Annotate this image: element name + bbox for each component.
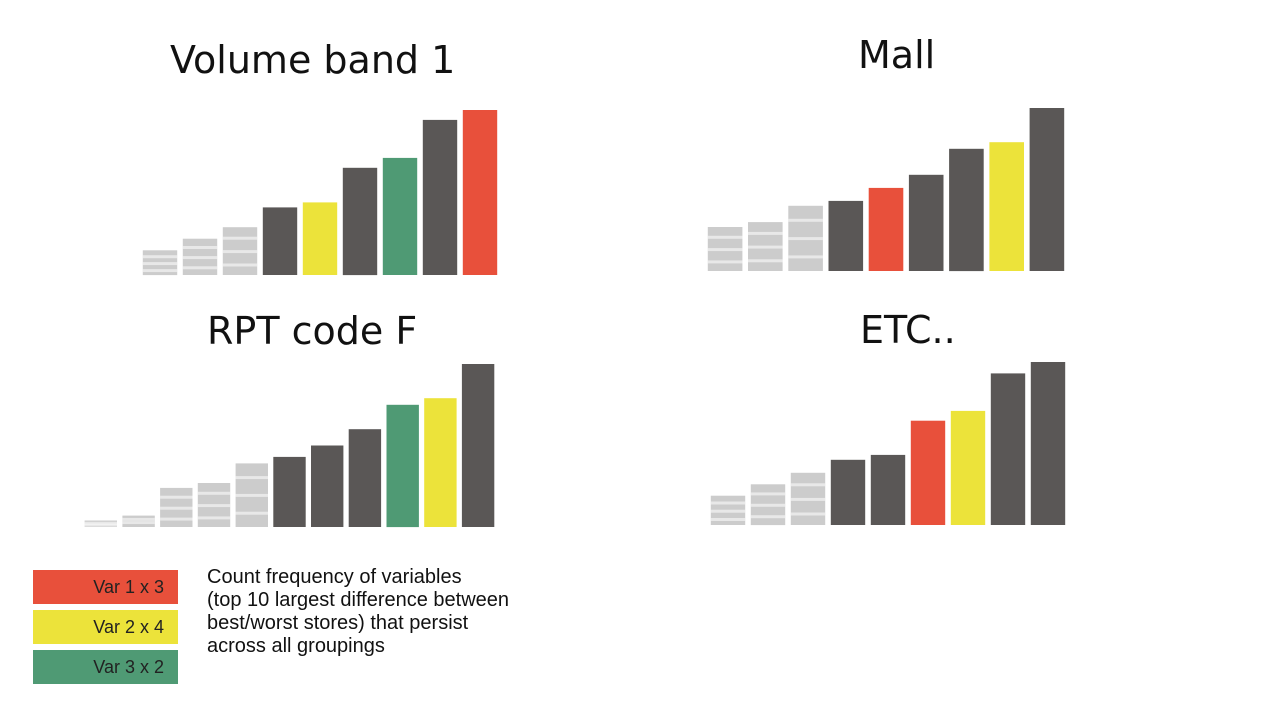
dark-bar: [870, 454, 906, 525]
faded-bar-stripe: [222, 263, 258, 267]
faded-bar-stripe: [788, 255, 823, 259]
dark-bar: [908, 174, 944, 271]
dark-bar: [828, 200, 864, 271]
faded-bar-stripe: [197, 516, 231, 520]
faded-bar-stripe: [182, 246, 218, 249]
faded-bar-stripe: [222, 250, 258, 254]
red-bar: [462, 110, 498, 275]
dark-bar: [990, 373, 1026, 525]
faded-bar-stripe: [222, 236, 258, 240]
dark-bar: [262, 207, 298, 275]
faded-bar-stripe: [790, 483, 826, 487]
dark-bar: [273, 456, 306, 527]
dark-bar: [949, 148, 984, 272]
faded-bar-stripe: [707, 235, 743, 239]
chart-mall: [707, 108, 1065, 272]
faded-bar-stripe: [790, 512, 826, 516]
faded-bar-stripe: [197, 504, 231, 508]
dark-bar: [348, 429, 382, 527]
faded-bar-stripe: [182, 256, 218, 260]
faded-bar-stripe: [748, 259, 783, 263]
green-bar: [382, 157, 418, 275]
chart-title-etc: ETC..: [860, 308, 956, 352]
faded-bar-stripe: [142, 269, 178, 273]
legend-var-3: Var 3 x 2: [33, 650, 178, 684]
description-line: best/worst stores) that persist: [207, 612, 469, 634]
legend-var-2: Var 2 x 4: [33, 610, 178, 644]
green-bar: [386, 404, 419, 528]
chart-title-mall: Mall: [858, 33, 936, 77]
dark-bar: [311, 445, 344, 527]
faded-bar-stripe: [160, 506, 193, 510]
faded-bar-stripe: [122, 517, 155, 521]
red-bar: [868, 187, 904, 271]
yellow-bar: [950, 410, 986, 525]
dark-bar: [422, 119, 458, 276]
faded-bar-stripe: [707, 248, 743, 252]
chart-title-volume-band: Volume band 1: [170, 38, 456, 82]
faded-bar-stripe: [84, 521, 117, 525]
faded-bar-stripe: [748, 245, 783, 249]
faded-bar-stripe: [235, 476, 268, 480]
faded-bar-stripe: [748, 231, 783, 235]
faded-bar-stripe: [790, 497, 826, 501]
faded-bar-stripe: [182, 266, 218, 270]
dark-bar: [1029, 108, 1065, 271]
faded-bar-stripe: [710, 501, 746, 505]
faded-bar-stripe: [142, 255, 178, 259]
description-line: Count frequency of variables: [207, 566, 462, 588]
faded-bar-stripe: [235, 511, 268, 515]
faded-bar-stripe: [160, 495, 193, 499]
faded-bar-stripe: [122, 521, 155, 525]
faded-bar-stripe: [788, 218, 823, 222]
faded-bar-stripe: [750, 515, 786, 519]
faded-bar-stripe: [710, 509, 746, 513]
dark-bar: [1030, 362, 1066, 525]
faded-bar-stripe: [142, 262, 178, 266]
description-text: Count frequency of variables (top 10 lar…: [207, 566, 587, 658]
yellow-bar: [989, 142, 1024, 271]
yellow-bar: [302, 202, 338, 275]
faded-bar-stripe: [84, 523, 117, 527]
faded-bar-stripe: [235, 493, 268, 497]
chart-volume-band: [142, 110, 498, 276]
faded-bar-stripe: [788, 237, 823, 241]
chart-rpt-code: [84, 364, 495, 528]
faded-bar-stripe: [750, 492, 786, 496]
legend-var-1: Var 1 x 3: [33, 570, 178, 604]
description-line: across all groupings: [207, 635, 385, 657]
chart-etc: [710, 362, 1066, 526]
yellow-bar: [424, 398, 457, 527]
faded-bar-stripe: [750, 503, 786, 507]
dark-bar: [830, 459, 866, 525]
description-line: (top 10 largest difference between: [207, 589, 510, 611]
faded-bar-stripe: [160, 517, 193, 521]
faded-bar-stripe: [710, 518, 746, 521]
dark-bar: [461, 364, 495, 527]
red-bar: [910, 420, 946, 525]
dark-bar: [342, 167, 378, 276]
faded-bar-stripe: [197, 491, 231, 495]
faded-bar-stripe: [707, 260, 743, 264]
chart-title-rpt-code: RPT code F: [207, 309, 418, 353]
